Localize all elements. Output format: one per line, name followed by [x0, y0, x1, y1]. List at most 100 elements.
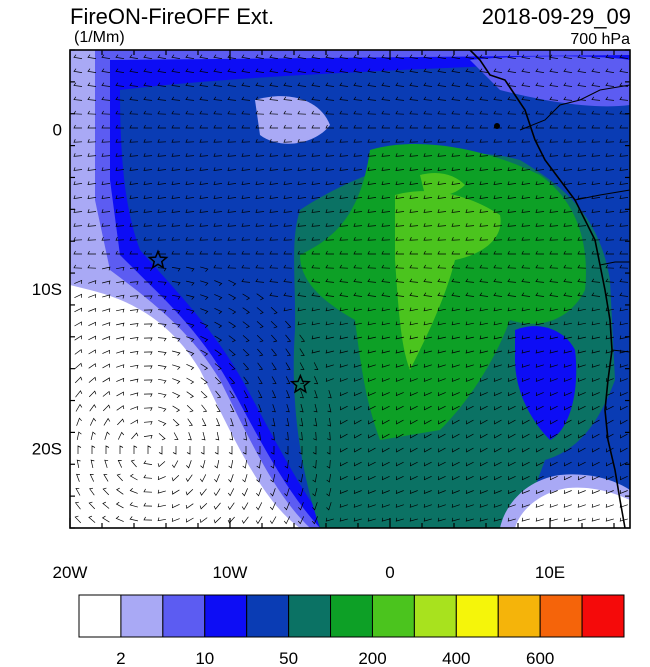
wind-barb	[591, 181, 601, 186]
wind-barb	[354, 433, 362, 439]
star-marker-south	[289, 373, 311, 394]
wind-barb	[171, 82, 181, 87]
wind-barb	[199, 502, 208, 510]
wind-barb	[339, 349, 348, 354]
wind-barb	[423, 236, 433, 241]
wind-barb	[605, 363, 614, 368]
wind-barb	[605, 82, 615, 87]
wind-barb	[535, 167, 545, 171]
wind-barb	[577, 223, 587, 227]
wind-barb	[129, 473, 138, 481]
wind-barb	[437, 167, 447, 171]
wind-barb	[312, 488, 318, 497]
wind-barb	[507, 363, 516, 368]
wind-barb	[479, 378, 488, 382]
wind-barb	[101, 153, 111, 157]
wind-barb	[157, 309, 167, 314]
wind-barb	[619, 392, 628, 397]
wind-barb	[535, 209, 545, 213]
wind-barb	[591, 96, 601, 101]
wind-barb	[87, 110, 97, 115]
wind-barb	[271, 404, 276, 413]
wind-barb	[465, 517, 474, 522]
x-tick-label: 0	[385, 563, 394, 582]
wind-barb	[269, 96, 279, 101]
wind-barb	[286, 390, 291, 399]
units-label: (1/Mm)	[74, 29, 125, 46]
wind-barb	[465, 124, 474, 129]
wind-barb	[367, 490, 376, 495]
wind-barb	[199, 517, 208, 524]
wind-barb	[410, 461, 418, 467]
wind-barb	[213, 250, 222, 255]
wind-barb	[314, 376, 319, 385]
wind-barb	[157, 68, 167, 73]
wind-barb	[74, 376, 83, 384]
wind-barb	[271, 376, 277, 385]
wind-barb	[255, 139, 265, 143]
wind-barb	[382, 405, 390, 411]
wind-barb	[325, 349, 334, 354]
wind-barb	[115, 110, 125, 115]
wind-barb	[229, 376, 236, 385]
wind-barb	[325, 167, 335, 171]
wind-barb	[619, 96, 629, 101]
wind-barb	[157, 139, 167, 143]
wind-barb	[227, 250, 236, 255]
wind-barb	[75, 487, 81, 496]
wind-barb	[367, 153, 377, 157]
wind-barb	[339, 54, 349, 59]
wind-barb	[521, 54, 531, 59]
wind-barb	[255, 68, 265, 73]
wind-barb	[549, 392, 558, 397]
wind-barb	[353, 110, 363, 115]
wind-barb	[172, 350, 181, 356]
wind-barb	[577, 250, 586, 255]
wind-barb	[283, 250, 292, 255]
wind-barb	[507, 250, 516, 255]
wind-barb	[549, 82, 559, 87]
country-border	[574, 189, 630, 201]
wind-barb	[215, 404, 221, 413]
wind-barb	[73, 82, 83, 87]
wind-barb	[325, 153, 335, 157]
wind-barb	[283, 139, 293, 143]
colorbar-box	[330, 594, 373, 638]
wind-barb	[521, 264, 531, 269]
wind-barb	[563, 195, 573, 200]
y-tick-label: 10S	[32, 280, 62, 299]
wind-barb	[241, 209, 251, 213]
wind-barb	[409, 517, 418, 522]
wind-barb	[116, 322, 125, 327]
wind-barb	[591, 153, 601, 157]
wind-barb	[256, 459, 261, 469]
wind-barb	[143, 110, 153, 115]
wind-barb	[339, 209, 349, 213]
wind-barb	[101, 124, 110, 129]
wind-barb	[115, 54, 125, 59]
wind-barb	[143, 250, 152, 255]
wind-barb	[465, 195, 475, 200]
wind-barb	[409, 349, 418, 354]
wind-barb	[353, 181, 363, 186]
wind-barb	[479, 181, 489, 186]
wind-barb	[577, 292, 587, 297]
wind-barb	[508, 405, 516, 411]
wind-barb	[130, 378, 139, 383]
wind-barb	[409, 110, 419, 115]
wind-barb	[271, 334, 278, 343]
wind-barb	[213, 54, 223, 59]
wind-barb	[423, 68, 433, 73]
wind-barb	[325, 139, 335, 143]
wind-barb	[465, 110, 475, 115]
wind-barb	[255, 223, 265, 227]
wind-barb	[76, 431, 82, 440]
wind-barb	[549, 139, 559, 143]
wind-barb	[185, 68, 195, 73]
wind-barb	[88, 294, 97, 298]
wind-barb	[480, 419, 488, 425]
wind-barb	[299, 390, 304, 399]
wind-barb	[465, 181, 475, 186]
wind-barb	[312, 459, 317, 469]
colorbar-box	[78, 594, 122, 638]
